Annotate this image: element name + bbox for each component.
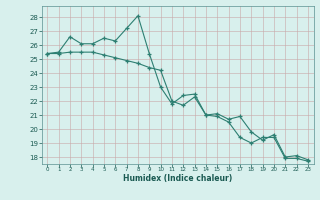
X-axis label: Humidex (Indice chaleur): Humidex (Indice chaleur) — [123, 174, 232, 183]
